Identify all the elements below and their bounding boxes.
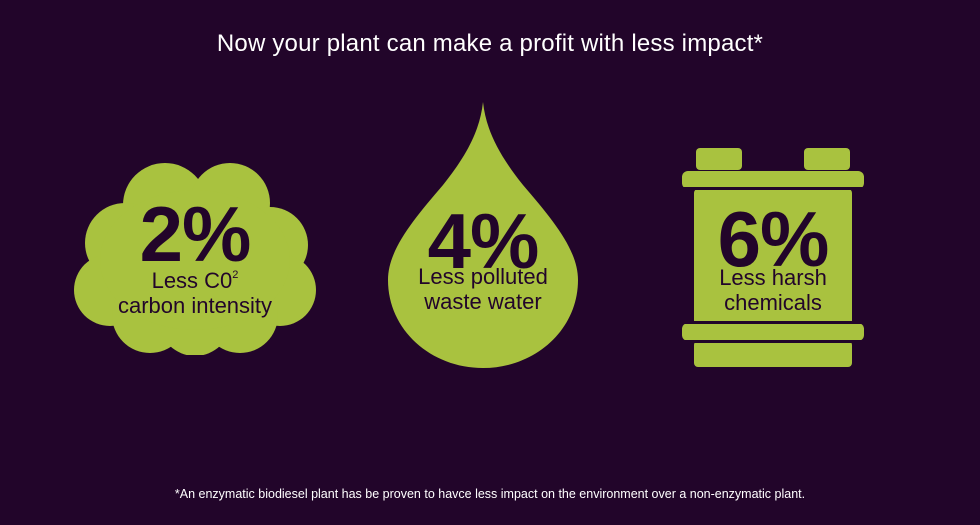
stat-chemicals: 6% Less harsh chemicals (678, 145, 868, 370)
stat-line2: carbon intensity (117, 293, 273, 318)
water-drop-icon (388, 102, 578, 368)
stat-line1: Less C0 (151, 268, 233, 293)
stat-water: 4% Less polluted waste water (383, 100, 583, 370)
stat-percent: 6% (717, 195, 830, 283)
stat-line2: waste water (424, 289, 542, 314)
stat-description: Less C02 carbon intensity (70, 268, 320, 318)
stat-percent: 2% (139, 190, 252, 278)
stat-description: Less harsh chemicals (678, 265, 868, 315)
stat-line2: chemicals (724, 290, 822, 315)
stat-line1: Less harsh (719, 265, 827, 290)
stat-description: Less polluted waste water (383, 264, 583, 314)
stat-carbon: 2% Less C02 carbon intensity (70, 155, 320, 355)
stat-line1: Less polluted (418, 264, 548, 289)
stat-superscript: 2 (232, 269, 239, 281)
stat-percent: 4% (427, 197, 540, 285)
headline: Now your plant can make a profit with le… (216, 30, 764, 57)
footnote: *An enzymatic biodiesel plant has be pro… (174, 487, 806, 501)
cloud-icon (74, 163, 316, 355)
canister-icon (682, 148, 864, 367)
